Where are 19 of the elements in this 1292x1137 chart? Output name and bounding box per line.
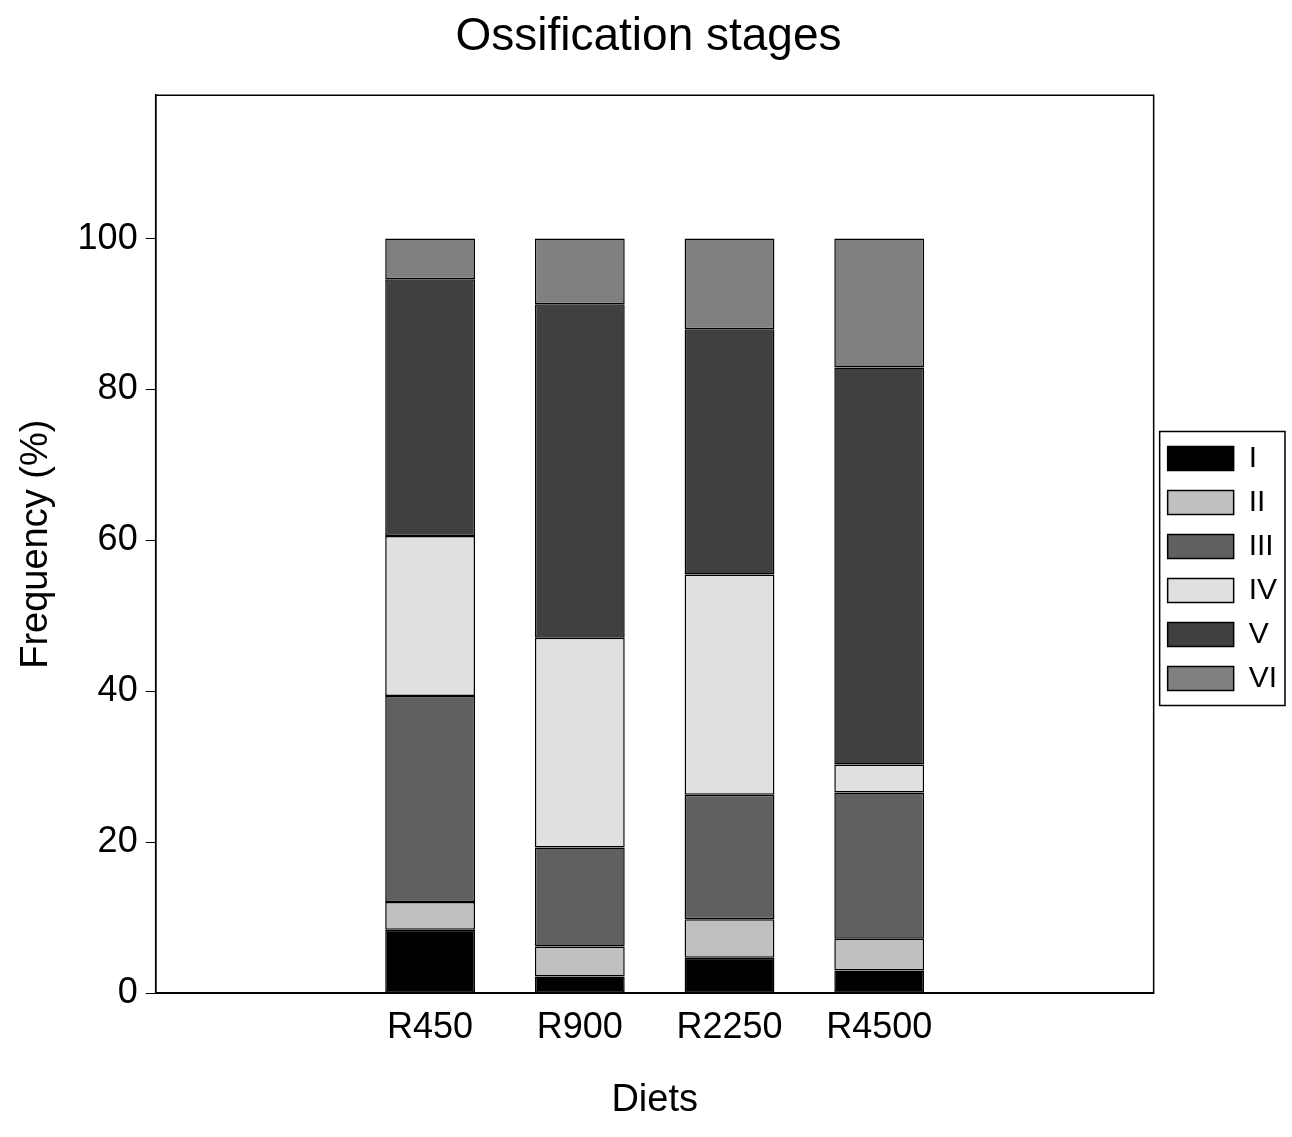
y-tick-label: 60 (97, 517, 138, 559)
x-tick-label: R450 (387, 1004, 474, 1046)
legend-label: IV (1248, 571, 1278, 605)
y-tick-label: 0 (117, 970, 138, 1012)
y-axis-title: Frequency (%) (13, 419, 56, 669)
x-tick-label: R2250 (676, 1004, 783, 1046)
x-tick-label: R4500 (826, 1004, 933, 1046)
x-tick-label: R900 (536, 1004, 623, 1046)
y-tick-label: 80 (97, 366, 138, 408)
y-tick-label: 20 (97, 819, 138, 861)
y-tick-label: 100 (77, 215, 138, 257)
legend-label: I (1248, 439, 1257, 473)
legend-label: III (1248, 527, 1274, 561)
x-axis-title: Diets (611, 1076, 698, 1119)
legend-label: VI (1248, 659, 1278, 693)
chart-title: Ossification stages (455, 8, 842, 61)
y-tick-label: 40 (97, 668, 138, 710)
legend-label: V (1248, 615, 1269, 649)
legend-label: II (1248, 483, 1266, 517)
